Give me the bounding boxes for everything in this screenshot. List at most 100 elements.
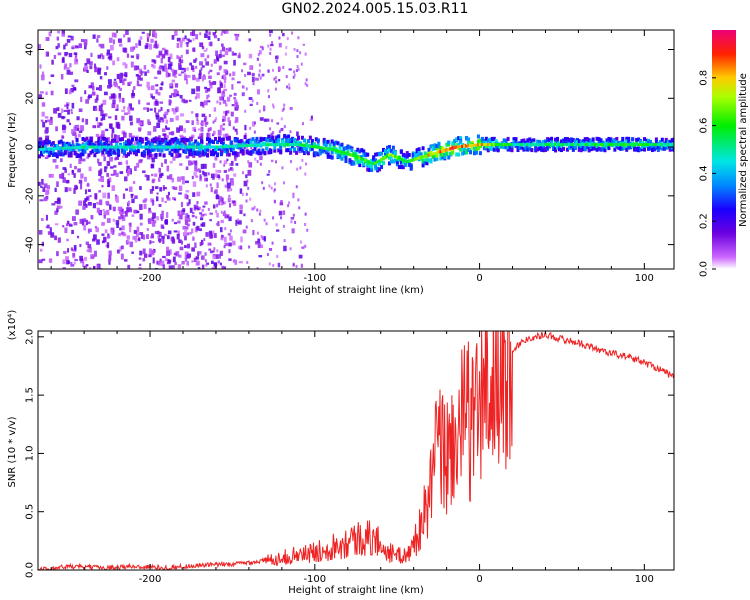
spectrogram-cell — [121, 245, 124, 250]
spectrogram-ridge-cell — [575, 137, 579, 142]
spectrogram-cell — [297, 198, 300, 202]
spectrogram-cell — [203, 117, 206, 122]
spectrogram-cell — [218, 201, 221, 206]
spectrogram-ridge-core — [478, 143, 482, 147]
spectrogram-cell — [213, 35, 217, 39]
spectrogram-cell — [195, 215, 198, 219]
spectrogram-ridge-core — [263, 143, 267, 147]
spectrogram-cell — [57, 30, 60, 34]
spectrogram-ridge-core — [474, 143, 478, 147]
spectrogram-cell — [175, 152, 180, 159]
spectrogram-cell — [208, 148, 212, 154]
spectrogram-ridge-cell — [160, 137, 164, 142]
spectrogram-ridge-core — [425, 154, 429, 158]
spectrogram-cell — [50, 90, 54, 96]
spectrogram-cell — [88, 94, 92, 98]
spectrogram-cell — [108, 116, 112, 119]
spectrogram-ridge-cell — [251, 149, 255, 154]
spectrogram-cell — [229, 198, 232, 202]
spectrogram-x-label: Height of straight line (km) — [288, 285, 424, 296]
spectrogram-ridge-cell — [625, 147, 629, 152]
spectrogram-cell — [228, 242, 232, 247]
spectrogram-cell — [268, 170, 271, 174]
spectrogram-ridge-core — [538, 143, 542, 147]
spectrogram-cell — [45, 189, 49, 196]
spectrogram-cell — [195, 256, 200, 260]
snr-multiplier-label: (x10⁴) — [7, 310, 18, 341]
spectrogram-ridge-cell — [295, 150, 299, 155]
spectrogram-cell — [89, 65, 93, 70]
spectrogram-ridge-cell — [366, 152, 370, 157]
spectrogram-ridge-cell — [210, 152, 214, 157]
spectrogram-cell — [73, 188, 76, 194]
spectrogram-ridge-cell — [423, 161, 427, 166]
spectrogram-ridge-core — [138, 145, 142, 149]
spectrogram-ridge-core — [577, 143, 581, 147]
spectrogram-ridge-cell — [587, 138, 591, 143]
spectrogram-ridge-cell — [164, 146, 168, 151]
spectrogram-ridge-cell — [115, 147, 119, 152]
spectrogram-ridge-core — [217, 145, 221, 149]
spectrogram-ridge-cell — [350, 161, 354, 166]
spectrogram-cell — [199, 42, 204, 48]
spectrogram-cell — [109, 156, 113, 162]
spectrogram-ridge-core — [322, 146, 326, 150]
spectrogram-ridge-cell — [637, 137, 641, 142]
spectrogram-cell — [129, 46, 134, 52]
spectrogram-ridge-cell — [646, 146, 650, 151]
spectrogram-cell — [104, 72, 107, 76]
spectrogram-ridge-cell — [573, 140, 577, 145]
spectrogram-ridge-cell — [107, 152, 111, 157]
spectrogram-cell — [181, 37, 185, 42]
spectrogram-ridge-core — [530, 143, 534, 147]
spectrogram-ridge-cell — [255, 136, 259, 141]
spectrogram-cell — [151, 86, 155, 90]
spectrogram-cell — [295, 69, 298, 73]
spectrogram-ridge-cell — [140, 139, 144, 144]
spectrogram-cell — [99, 168, 103, 175]
spectrogram-cell — [245, 192, 248, 196]
spectrogram-ridge-cell — [587, 148, 591, 153]
spectrogram-ridge-cell — [320, 149, 324, 154]
spectrogram-ridge-cell — [148, 153, 152, 158]
spectrogram-cell — [206, 132, 209, 138]
spectrogram-ridge-cell — [601, 147, 605, 152]
spectrogram-ridge-cell — [465, 135, 469, 140]
spectrogram-ridge-cell — [265, 137, 269, 142]
spectrogram-cell — [89, 194, 92, 198]
spectrogram-cell — [142, 199, 147, 203]
spectrogram-ridge-core — [403, 159, 407, 163]
spectrogram-cell — [205, 61, 210, 66]
spectrogram-cell — [103, 211, 106, 217]
spectrogram-ridge-cell — [287, 134, 291, 139]
spectrogram-ridge-core — [308, 144, 312, 148]
spectrogram-cell — [156, 216, 159, 221]
spectrogram-cell — [165, 119, 168, 124]
spectrogram-cell — [222, 123, 226, 126]
spectrogram-cell — [122, 47, 127, 52]
spectrogram-ridge-cell — [648, 139, 652, 144]
spectrogram-ridge-core — [198, 145, 202, 149]
spectrogram-ridge-core — [107, 145, 111, 149]
spectrogram-cell — [249, 126, 252, 130]
spectrogram-cell — [234, 128, 238, 132]
spectrogram-ridge-core — [597, 143, 601, 147]
spectrogram-ridge-cell — [51, 152, 55, 157]
spectrogram-cell — [55, 126, 58, 132]
spectrogram-ridge-cell — [453, 143, 457, 148]
spectrogram-cell — [120, 215, 124, 219]
spectrogram-cell — [60, 158, 63, 163]
spectrogram-ridge-cell — [579, 144, 583, 149]
spectrogram-ridge-cell — [348, 160, 352, 165]
spectrogram-cell — [270, 43, 274, 47]
spectrogram-cell — [282, 210, 286, 215]
spectrogram-cell — [245, 87, 248, 91]
spectrogram-cell — [197, 168, 200, 172]
spectrogram-ridge-cell — [115, 142, 119, 147]
spectrogram-cell — [221, 30, 225, 34]
spectrogram-cell — [216, 100, 219, 104]
spectrogram-cell — [151, 186, 155, 191]
spectrogram-ridge-cell — [354, 156, 358, 161]
spectrogram-cell — [126, 240, 130, 244]
spectrogram-ridge-cell — [124, 140, 128, 145]
